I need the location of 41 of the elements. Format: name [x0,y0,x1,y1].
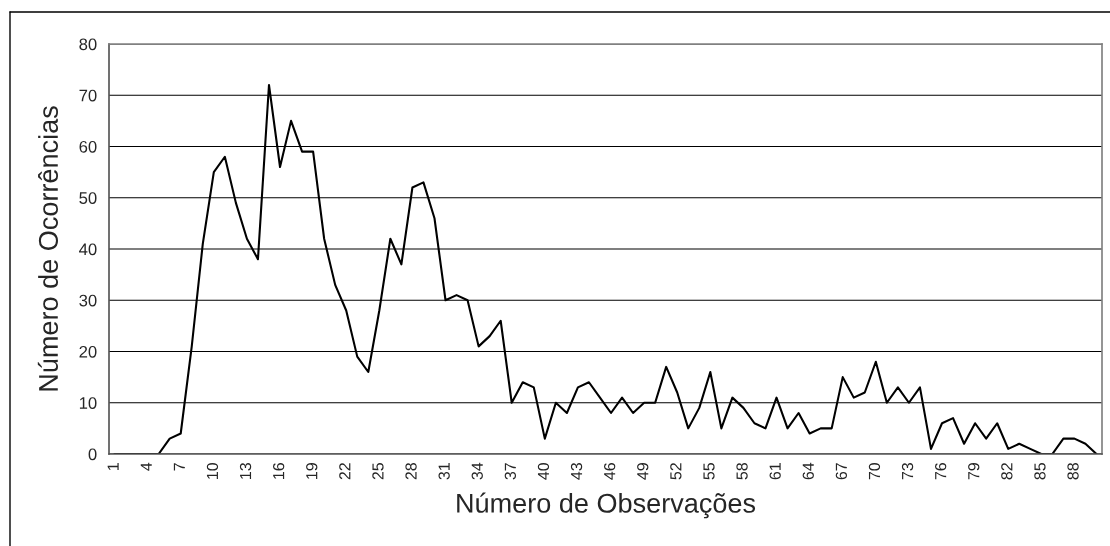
x-tick-label: 1 [107,463,119,470]
x-tick-label: 22 [339,463,351,480]
x-tick-label: 73 [901,463,914,480]
x-tick-label: 25 [372,463,384,480]
x-tick-label: 58 [736,463,748,480]
x-tick-label: 52 [670,463,682,480]
y-tick-label: 80 [79,38,97,51]
x-tick-label: 64 [802,462,814,480]
x-tick-label: 13 [239,463,252,479]
x-tick-label: 40 [537,462,550,480]
x-tick-label: 31 [438,463,450,480]
y-tick-label: 70 [79,89,97,102]
x-tick-label: 43 [570,463,583,480]
x-tick-label: 16 [272,463,285,479]
y-tick-label: 10 [79,397,97,409]
x-tick-label: 67 [835,463,847,480]
y-tick-label: 20 [79,345,97,358]
y-tick-label: 50 [79,192,97,204]
x-tick-label: 76 [934,463,947,480]
x-tick-label: 4 [140,462,152,471]
y-tick-label: 60 [79,140,97,153]
x-tick-label: 55 [703,463,715,480]
x-tick-label: 19 [306,463,318,479]
x-tick-label: 28 [405,463,417,480]
x-tick-label: 85 [1034,463,1046,480]
x-tick-label: 10 [206,462,219,479]
y-axis-title: Número de Ocorrências [37,106,59,391]
y-tick-label: 30 [79,294,97,307]
x-tick-label: 70 [868,462,881,480]
y-tick-label: 40 [79,243,97,256]
x-tick-label: 82 [1001,463,1013,480]
y-tick-label: 0 [88,448,97,461]
x-tick-label: 88 [1067,463,1079,480]
x-axis-title: Número de Observações [457,492,756,519]
x-tick-label: 79 [968,463,980,480]
x-tick-label: 37 [504,463,516,480]
x-tick-label: 7 [173,463,185,471]
x-tick-label: 61 [769,463,781,480]
x-tick-label: 46 [603,463,616,480]
x-tick-label: 49 [637,463,649,480]
x-tick-label: 34 [471,462,483,480]
